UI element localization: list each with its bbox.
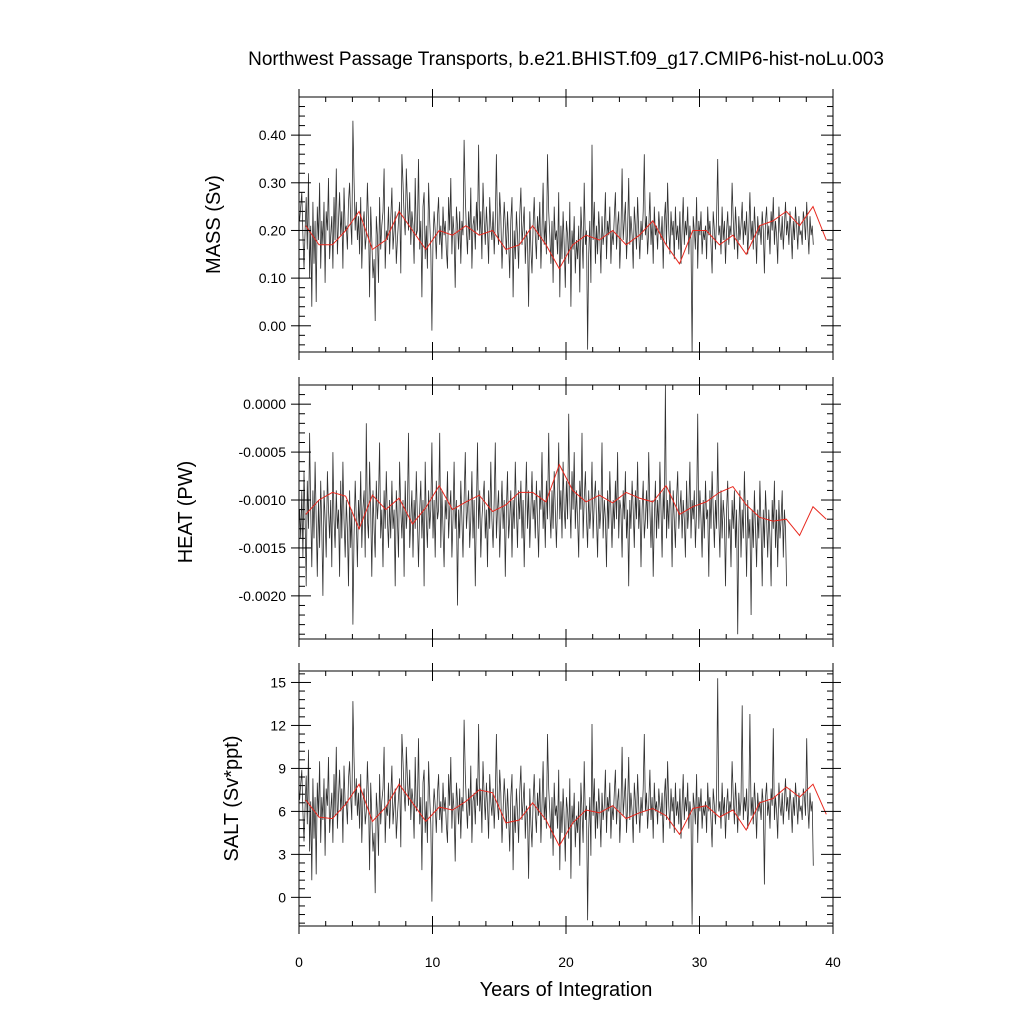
mass-y-axis-label: MASS (Sv) (203, 175, 225, 274)
heat-y-tick-label: 0.0000 (243, 396, 286, 412)
heat-panel: 0.0000 -0.0005 -0.0010 -0.0015 -0.0020 HEAT (… (175, 377, 841, 647)
heat-y-tick-label: -0.0015 (239, 540, 287, 556)
mass-y-tick-label: 0.30 (259, 175, 286, 191)
x-tick-label: 0 (295, 954, 303, 970)
mass-y-tick-label: 0.40 (259, 127, 286, 143)
x-tick-label: 40 (825, 954, 841, 970)
mass-y-tick-label: 0.20 (259, 222, 286, 238)
heat-y-tick-label: -0.0005 (239, 444, 287, 460)
salt-y-axis-label: SALT (Sv*ppt) (221, 736, 243, 862)
heat-y-tick-label: -0.0010 (239, 492, 287, 508)
x-tick-label: 30 (692, 954, 708, 970)
salt-monthly-series (299, 678, 814, 925)
heat-monthly-series (299, 385, 787, 635)
x-axis-label: Years of Integration (480, 979, 653, 1001)
salt-y-tick-label: 15 (270, 674, 286, 690)
chart-title: Northwest Passage Transports, b.e21.BHIS… (248, 49, 884, 70)
panels-group: 0.00 0.10 0.20 0.30 0.40 MASS (Sv) 0.0000 -0.00… (175, 89, 841, 970)
heat-y-axis-label: HEAT (PW) (175, 461, 197, 564)
heat-annual-mean-series (305, 463, 827, 537)
salt-panel: 0 3 6 9 12 15 SALT (Sv*ppt) 0 10 20 30 40 (221, 663, 841, 970)
salt-y-tick-label: 6 (278, 803, 286, 819)
salt-y-tick-label: 12 (270, 717, 286, 733)
salt-y-tick-label: 3 (278, 846, 286, 862)
mass-y-tick-label: 0.10 (259, 270, 286, 286)
x-tick-label: 10 (425, 954, 441, 970)
mass-monthly-series (299, 120, 814, 352)
mass-y-tick-label: 0.00 (259, 318, 286, 334)
salt-y-tick-label: 0 (278, 889, 286, 905)
x-tick-label: 20 (558, 954, 574, 970)
salt-y-tick-label: 9 (278, 760, 286, 776)
mass-annual-mean-series (305, 205, 827, 270)
mass-panel: 0.00 0.10 0.20 0.30 0.40 MASS (Sv) (203, 89, 841, 360)
salt-annual-mean-series (305, 783, 827, 847)
heat-y-tick-label: -0.0020 (239, 588, 287, 604)
